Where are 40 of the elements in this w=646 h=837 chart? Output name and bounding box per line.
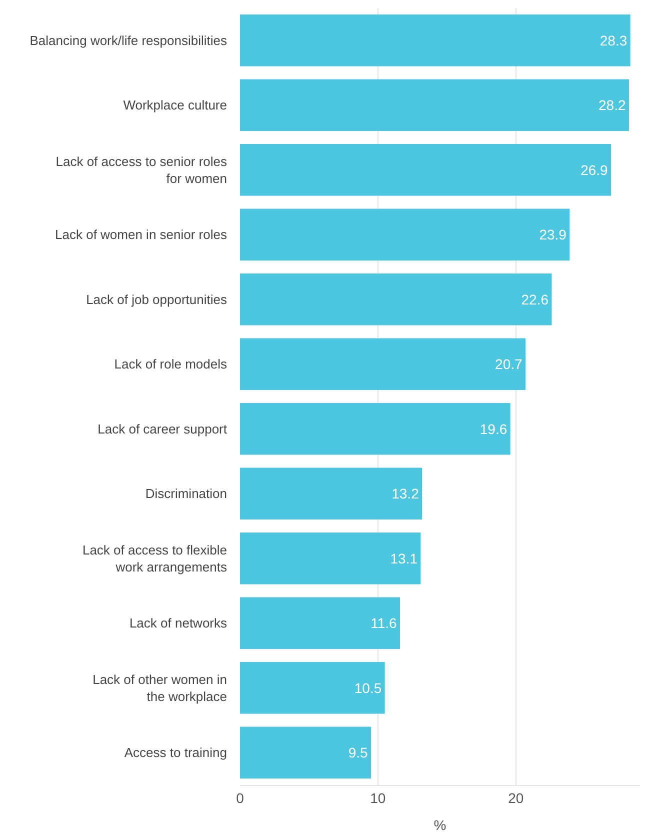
data-label: 13.1 xyxy=(390,550,418,566)
data-label: 28.3 xyxy=(600,32,628,48)
data-label: 13.2 xyxy=(392,486,420,502)
bar xyxy=(240,726,372,779)
bar xyxy=(240,532,421,584)
data-label: 28.2 xyxy=(598,97,626,114)
y-tick-label: Lack of role models xyxy=(114,356,228,372)
data-label: 11.6 xyxy=(370,615,397,632)
bar xyxy=(240,402,510,455)
y-tick-label: Lack of access to flexible work arrangements xyxy=(82,542,228,574)
bar xyxy=(240,597,400,650)
x-tick-label: 10 xyxy=(370,790,386,806)
bar xyxy=(240,14,630,66)
x-axis-title: % xyxy=(434,817,446,834)
data-label: 19.6 xyxy=(480,420,508,437)
y-tick-label: Discrimination xyxy=(145,486,227,502)
data-label: 26.9 xyxy=(580,162,608,178)
y-tick-label: Lack of women in senior roles xyxy=(55,227,228,242)
bar xyxy=(240,79,629,132)
data-label: 20.7 xyxy=(495,356,523,372)
data-label: 23.9 xyxy=(539,226,567,243)
y-tick-label: Lack of career support xyxy=(98,421,228,436)
x-tick-label: 20 xyxy=(508,790,524,806)
y-tick-label: Balancing work/life responsibilities xyxy=(30,32,228,48)
y-tick-label: Lack of other women in the workplace xyxy=(92,672,227,704)
data-label: 10.5 xyxy=(354,680,382,696)
y-tick-label: Lack of networks xyxy=(129,616,228,631)
bar xyxy=(240,273,552,326)
data-label: 22.6 xyxy=(521,291,549,308)
data-label: 9.5 xyxy=(348,744,368,761)
y-tick-label: Access to training xyxy=(124,745,227,760)
y-tick-label: Lack of access to senior roles for women xyxy=(56,154,228,186)
bar xyxy=(240,468,422,520)
bar xyxy=(240,662,385,714)
bar xyxy=(240,144,612,196)
y-tick-label: Workplace culture xyxy=(123,98,227,113)
x-tick-label: 0 xyxy=(236,790,244,806)
y-tick-label: Lack of job opportunities xyxy=(86,292,228,307)
bar xyxy=(240,338,526,390)
bar xyxy=(240,208,570,261)
